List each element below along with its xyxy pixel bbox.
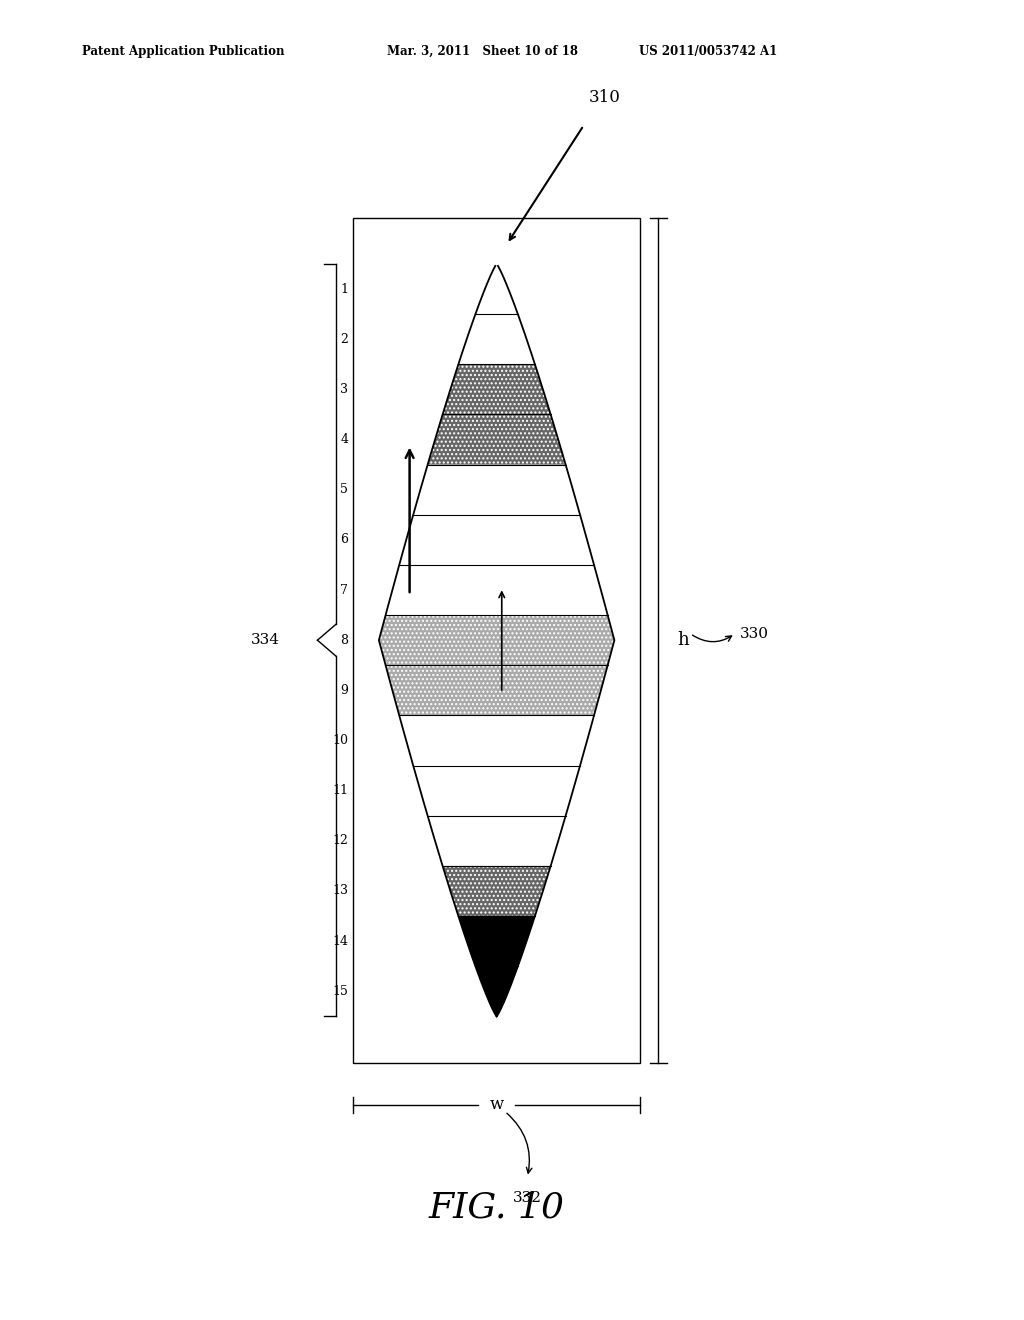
Polygon shape (442, 364, 551, 414)
Polygon shape (428, 414, 565, 465)
Text: 7: 7 (340, 583, 348, 597)
Text: 2: 2 (340, 333, 348, 346)
Text: 6: 6 (340, 533, 348, 546)
Text: 14: 14 (332, 935, 348, 948)
Text: 12: 12 (332, 834, 348, 847)
Text: h: h (677, 631, 688, 649)
Polygon shape (386, 665, 607, 715)
Polygon shape (379, 615, 614, 665)
Text: 8: 8 (340, 634, 348, 647)
Polygon shape (475, 966, 518, 1016)
Text: Patent Application Publication: Patent Application Publication (82, 45, 285, 58)
Polygon shape (459, 916, 535, 966)
Text: US 2011/0053742 A1: US 2011/0053742 A1 (639, 45, 777, 58)
Text: 3: 3 (340, 383, 348, 396)
Text: 332: 332 (513, 1191, 542, 1205)
Text: 11: 11 (332, 784, 348, 797)
Text: 4: 4 (340, 433, 348, 446)
Text: 15: 15 (332, 985, 348, 998)
Text: w: w (489, 1097, 504, 1113)
Bar (353, 218, 640, 1063)
Text: Mar. 3, 2011   Sheet 10 of 18: Mar. 3, 2011 Sheet 10 of 18 (387, 45, 579, 58)
Text: FIG. 10: FIG. 10 (429, 1191, 564, 1225)
Text: 330: 330 (740, 627, 769, 640)
Text: 310: 310 (589, 88, 621, 106)
Polygon shape (442, 866, 551, 916)
Text: 334: 334 (251, 634, 280, 647)
Text: 5: 5 (340, 483, 348, 496)
Text: 13: 13 (332, 884, 348, 898)
Text: 9: 9 (340, 684, 348, 697)
Text: 10: 10 (332, 734, 348, 747)
Text: 1: 1 (340, 282, 348, 296)
